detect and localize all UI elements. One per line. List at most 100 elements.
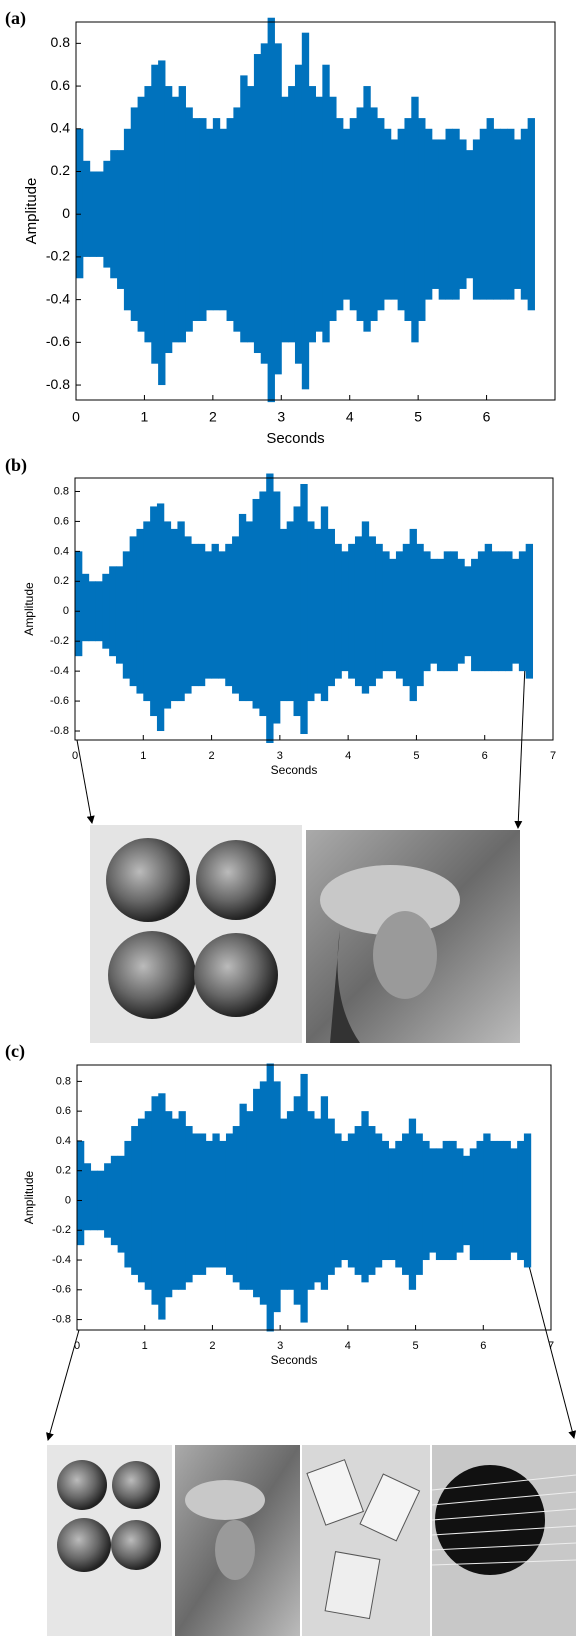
waveform-segment	[76, 128, 84, 279]
waveform-segment	[505, 551, 513, 672]
waveform-segment	[415, 1133, 423, 1275]
waveform-segment	[238, 513, 247, 702]
waveform-segment	[158, 60, 166, 386]
waveform-segment	[395, 551, 404, 679]
waveform-segment	[457, 558, 465, 664]
waveform-segment	[144, 86, 152, 343]
waveform-segment	[363, 86, 371, 332]
waveform-segment	[294, 64, 303, 364]
waveform-segment	[370, 107, 378, 321]
waveform-segment	[288, 86, 296, 343]
waveform-segment	[349, 118, 358, 311]
waveform-segment	[103, 160, 111, 268]
waveform-segment	[479, 128, 488, 300]
waveform-segment	[81, 573, 90, 642]
waveform-segment	[493, 128, 501, 300]
waveform-segment	[137, 96, 145, 332]
waveform-segment	[341, 1140, 349, 1261]
waveform-segment	[469, 1148, 478, 1261]
waveform-segment	[462, 1155, 471, 1246]
waveform-segment	[110, 1155, 119, 1246]
waveform-segment	[300, 483, 308, 735]
waveform-segment	[307, 521, 315, 702]
waveform-segment	[171, 1118, 180, 1290]
waveform-segment	[449, 1140, 457, 1261]
waveform-segment	[390, 139, 399, 300]
waveform-segment	[115, 566, 124, 664]
waveform-segment	[219, 1140, 227, 1268]
y-tick-label: 0.4	[54, 545, 69, 557]
plot-box	[74, 477, 554, 741]
waveform-segment	[307, 1111, 315, 1290]
waveform-segment	[518, 551, 527, 672]
panel-label: (a)	[5, 8, 26, 29]
panel-label: (c)	[5, 1041, 25, 1062]
waveform-segment	[211, 543, 219, 679]
x-tick-label: 1	[142, 1340, 148, 1352]
lena-image	[306, 830, 520, 1043]
waveform-segment	[308, 86, 316, 343]
x-tick-label: 5	[413, 1340, 419, 1352]
x-tick-label: 6	[480, 1340, 486, 1352]
waveform-segment	[75, 551, 83, 657]
waveform-segment	[327, 528, 335, 687]
x-tick-label: 2	[209, 750, 215, 762]
waveform-segment	[293, 1096, 301, 1305]
waveform-segment	[151, 64, 159, 364]
x-tick-label: 0	[72, 750, 78, 762]
y-tick-label: 0.6	[54, 515, 69, 527]
waveform-segment	[171, 96, 180, 343]
y-tick-label: -0.2	[46, 248, 70, 264]
waveform-segment	[510, 1148, 518, 1253]
waveform-segment	[197, 543, 206, 687]
waveform-segment	[459, 139, 467, 289]
y-tick-label: 0.2	[56, 1165, 71, 1177]
waveform-segment	[466, 150, 474, 279]
waveform-segment	[329, 96, 337, 321]
waveform-segment	[389, 558, 397, 672]
waveform-segment	[320, 1096, 329, 1290]
waveform-segment	[408, 1118, 417, 1290]
waveform-segment	[383, 128, 392, 300]
x-tick-label: 3	[277, 409, 285, 425]
waveform-segment	[464, 566, 472, 657]
y-tick-label: -0.6	[50, 695, 69, 707]
waveform-segment	[301, 32, 310, 390]
waveform-segment	[375, 543, 383, 679]
y-tick-label: 0.8	[56, 1075, 71, 1087]
y-tick-label: 0.8	[51, 34, 71, 50]
waveform-segment	[523, 1133, 532, 1268]
waveform-segment	[281, 96, 289, 343]
waveform-segment	[144, 1111, 152, 1290]
waveform-segment	[267, 17, 275, 403]
waveform-segment	[124, 1140, 132, 1268]
waveform-segment	[212, 118, 221, 311]
waveform-segment	[192, 1133, 200, 1275]
waveform-segment	[513, 139, 522, 289]
waveform-segment	[404, 118, 412, 321]
waveform-segment	[77, 1140, 85, 1246]
y-tick-label: -0.8	[52, 1313, 71, 1325]
waveform-segment	[151, 1096, 159, 1305]
waveform-segment	[164, 86, 173, 354]
waveform-segment	[411, 96, 419, 343]
waveform-segment	[178, 86, 186, 343]
x-tick-label: 4	[345, 750, 351, 762]
waveform-segment	[117, 1155, 125, 1253]
waveform-segment	[402, 543, 411, 687]
x-tick-label: 0	[74, 1340, 80, 1352]
plot-box	[75, 21, 556, 401]
waveform-segment	[471, 558, 479, 672]
waveform-segment	[232, 1126, 241, 1283]
waveform-segment	[273, 1081, 281, 1313]
waveform-segment	[219, 128, 228, 311]
waveform-segment	[314, 1118, 322, 1283]
waveform-segment	[491, 551, 499, 672]
y-axis-label: Amplitude	[22, 1171, 36, 1225]
waveform-segment	[163, 521, 172, 709]
waveform-segment	[334, 543, 342, 679]
waveform-segment	[395, 1140, 403, 1268]
waveform-segment	[418, 118, 426, 321]
waveform-segment	[498, 551, 506, 672]
